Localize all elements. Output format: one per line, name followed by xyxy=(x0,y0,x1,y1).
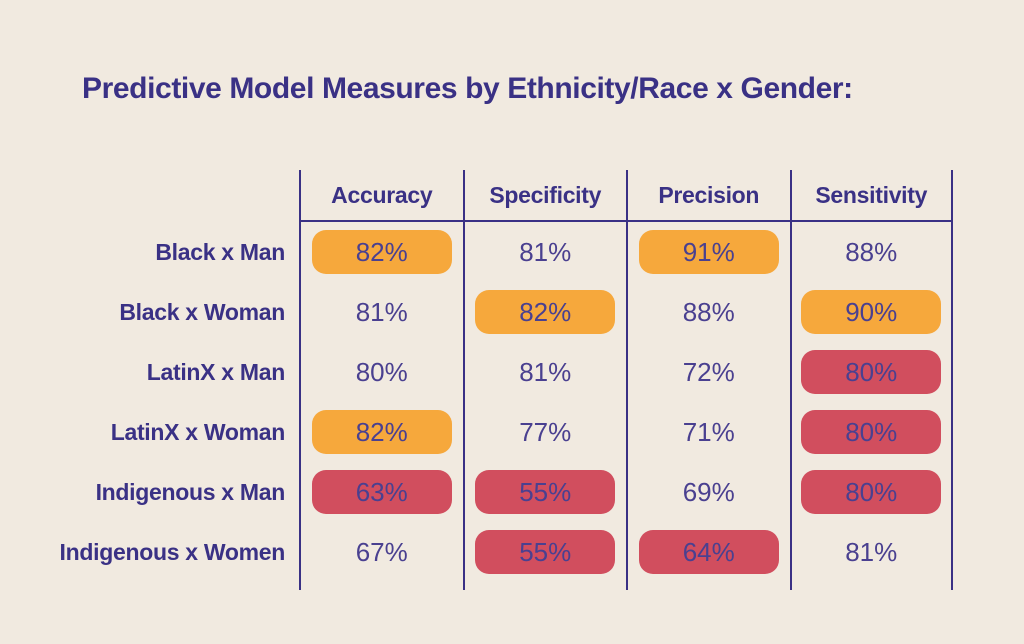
highlight-pill-orange: 82% xyxy=(311,230,452,274)
value-cell: 80% xyxy=(789,402,953,462)
row-label: Black x Woman xyxy=(119,298,285,325)
column-header-specificity: Specificity xyxy=(462,170,626,222)
value-cell: 82% xyxy=(299,402,463,462)
value-cell: 81% xyxy=(462,222,627,282)
value-cell: 91% xyxy=(626,222,790,282)
value-cell: 71% xyxy=(626,402,790,462)
highlight-pill-red: 55% xyxy=(475,530,616,574)
highlight-pill-orange: 82% xyxy=(311,410,452,454)
value-cell: 88% xyxy=(626,282,790,342)
column-header-precision: Precision xyxy=(626,170,790,222)
column-header-accuracy: Accuracy xyxy=(299,170,463,222)
row-label: Indigenous x Man xyxy=(95,478,286,505)
value-cell: 90% xyxy=(789,282,953,342)
value-cell: 67% xyxy=(299,522,463,582)
row-label: LatinX x Woman xyxy=(110,418,286,445)
table-footer-line xyxy=(626,582,790,590)
row-label: LatinX x Man xyxy=(146,358,286,385)
value-cell: 80% xyxy=(299,342,463,402)
highlight-pill-orange: 82% xyxy=(475,290,616,334)
value-cell: 64% xyxy=(626,522,790,582)
value-cell: 72% xyxy=(626,342,790,402)
value-cell: 81% xyxy=(299,282,463,342)
value-cell: 55% xyxy=(462,522,627,582)
page-title: Predictive Model Measures by Ethnicity/R… xyxy=(82,72,853,105)
row-label: Indigenous x Women xyxy=(59,538,286,565)
value-cell: 77% xyxy=(462,402,627,462)
value-cell: 80% xyxy=(789,342,953,402)
table-footer-line xyxy=(299,582,463,590)
value-cell: 55% xyxy=(462,462,627,522)
highlight-pill-red: 55% xyxy=(475,470,616,514)
table-footer-line xyxy=(789,582,953,590)
highlight-pill-red: 80% xyxy=(801,410,942,454)
highlight-pill-red: 80% xyxy=(801,470,942,514)
column-header-sensitivity: Sensitivity xyxy=(789,170,953,222)
value-cell: 80% xyxy=(789,462,953,522)
table-footer-line xyxy=(462,582,627,590)
value-cell: 63% xyxy=(299,462,463,522)
highlight-pill-red: 80% xyxy=(801,350,942,394)
value-cell: 82% xyxy=(299,222,463,282)
highlight-pill-red: 63% xyxy=(311,470,452,514)
highlight-pill-orange: 90% xyxy=(801,290,942,334)
highlight-pill-red: 64% xyxy=(638,530,779,574)
table-footer-spacer xyxy=(0,582,299,590)
value-cell: 82% xyxy=(462,282,627,342)
value-cell: 69% xyxy=(626,462,790,522)
table-corner-spacer xyxy=(0,170,299,222)
value-cell: 81% xyxy=(462,342,627,402)
measures-table: Accuracy Specificity Precision Sensitivity B… xyxy=(0,170,953,590)
highlight-pill-orange: 91% xyxy=(638,230,779,274)
value-cell: 88% xyxy=(789,222,953,282)
row-label: Black x Man xyxy=(155,238,285,265)
value-cell: 81% xyxy=(789,522,953,582)
